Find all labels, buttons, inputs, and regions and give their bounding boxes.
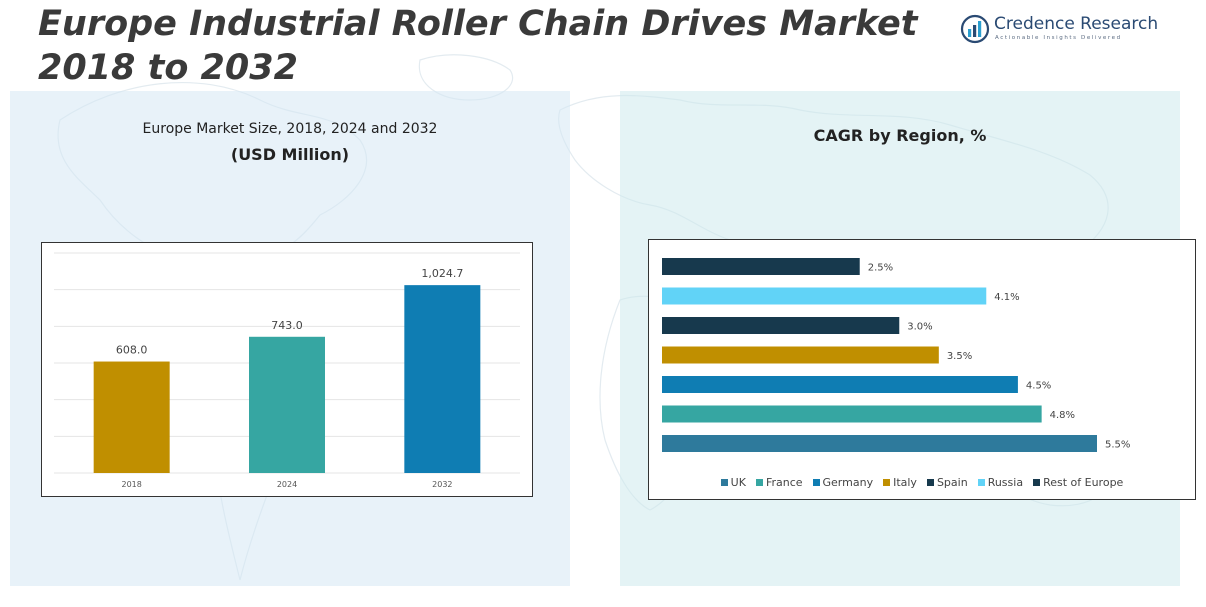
legend-item: Italy	[883, 476, 917, 489]
legend-swatch	[883, 479, 891, 486]
legend-swatch	[1033, 479, 1041, 486]
legend-label: UK	[730, 476, 746, 489]
legend-item: Germany	[812, 476, 874, 489]
market-size-bar-chart: 608.0 2018 743.0 2024 1,024.7 2032	[54, 252, 520, 489]
cagr-horizontal-bar-chart: 2.5% 4.1% 3.0% 3.5% 4.5% 4.8% 5.5%	[662, 258, 1130, 452]
bar-uk	[662, 435, 1097, 452]
page-title: Europe Industrial Roller Chain Drives Ma…	[38, 2, 918, 90]
legend-item: UK	[720, 476, 746, 489]
legend-label: France	[765, 476, 803, 489]
legend-swatch	[926, 479, 934, 486]
cagr-panel: CAGR by Region, % 2.5% 4.1% 3.0% 3.5% 4.5% 4.…	[620, 91, 1196, 586]
x-tick-label: 2018	[121, 480, 141, 489]
bar-spain	[662, 317, 900, 334]
data-label: 2.5%	[868, 263, 893, 274]
data-label: 3.0%	[907, 322, 932, 333]
title-line-1: Europe Industrial Roller Chain Drives Ma…	[38, 4, 918, 44]
market-size-chart-title: Europe Market Size, 2018, 2024 and 2032	[142, 121, 438, 137]
data-label: 5.5%	[1105, 440, 1130, 451]
cagr-chart-title: CAGR by Region, %	[813, 126, 987, 145]
x-tick-label: 2024	[277, 480, 297, 489]
title-line-2: 2018 to 2032	[38, 48, 298, 88]
data-label: 4.1%	[994, 292, 1019, 303]
legend-label: Italy	[893, 476, 917, 489]
cagr-chart: 2.5% 4.1% 3.0% 3.5% 4.5% 4.8% 5.5% UK France Ger…	[648, 239, 1196, 500]
market-size-chart-subtitle: (USD Million)	[230, 145, 350, 164]
bar-italy	[662, 346, 939, 364]
bar-2032	[404, 285, 481, 473]
legend-label: Spain	[936, 476, 968, 489]
bar-russia	[662, 287, 987, 305]
data-label: 4.8%	[1050, 410, 1075, 421]
data-label: 608.0	[116, 344, 147, 357]
legend-label: Rest of Europe	[1043, 476, 1124, 489]
data-label: 3.5%	[947, 351, 972, 362]
logo-name: Credence Research	[994, 14, 1159, 34]
bar-france	[662, 405, 1042, 423]
bar-2024	[249, 336, 325, 473]
legend-label: Russia	[987, 476, 1024, 489]
legend-item: Spain	[926, 476, 968, 489]
legend-swatch	[977, 479, 985, 486]
bar-rest-of-europe	[662, 258, 860, 275]
legend-item: Russia	[977, 476, 1024, 489]
data-label: 4.5%	[1026, 381, 1051, 392]
cagr-legend: UK France Germany Italy Spain Russia Rest of E…	[649, 476, 1195, 489]
data-label: 743.0	[271, 319, 303, 332]
legend-swatch	[720, 479, 728, 486]
bar-germany	[662, 376, 1018, 393]
market-size-panel: Europe Market Size, 2018, 2024 and 2032 …	[10, 91, 570, 586]
legend-item: France	[755, 476, 803, 489]
company-logo: Credence Research Actionable Insights De…	[960, 12, 1160, 46]
market-size-chart: 608.0 2018 743.0 2024 1,024.7 2032	[41, 242, 533, 497]
legend-swatch	[755, 479, 763, 486]
logo-tagline: Actionable Insights Delivered	[995, 35, 1122, 41]
legend-label: Germany	[822, 476, 874, 489]
data-label: 1,024.7	[421, 267, 463, 280]
legend-item: Rest of Europe	[1033, 476, 1123, 489]
x-tick-label: 2032	[432, 480, 452, 489]
bar-chart-globe-icon	[960, 14, 990, 44]
legend-swatch	[812, 479, 820, 486]
bar-2018	[93, 361, 170, 473]
